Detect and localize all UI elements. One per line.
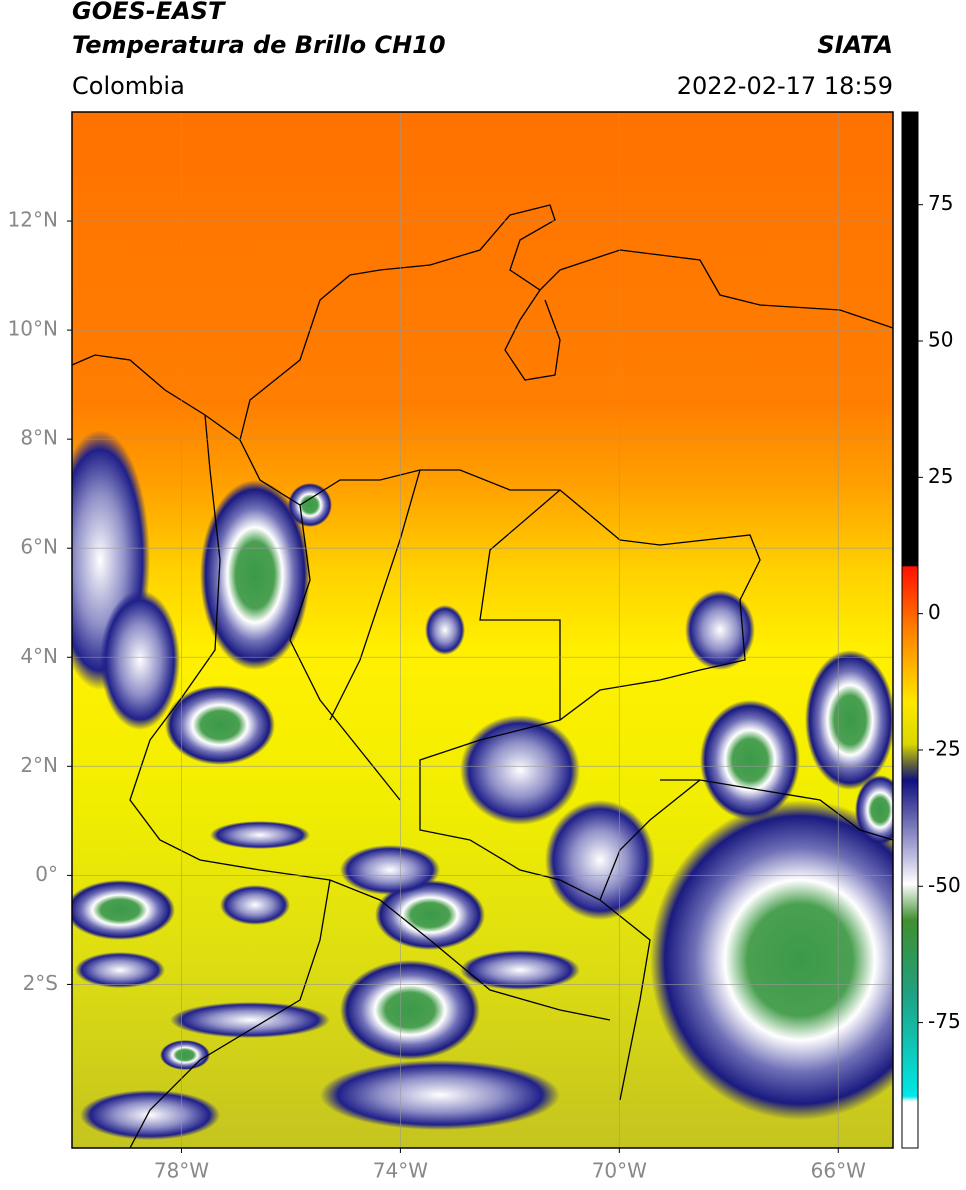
colorbar-label: 50 <box>928 328 953 352</box>
y-tick-label: 10°N <box>8 317 58 341</box>
source: SIATA <box>817 31 893 59</box>
y-tick-label: 0° <box>35 862 58 886</box>
region: Colombia <box>72 72 185 100</box>
x-tick-label: 78°W <box>154 1159 209 1183</box>
satellite-image <box>72 112 893 1148</box>
y-tick-label: 6°N <box>20 535 58 559</box>
grid <box>72 112 893 1148</box>
y-tick-label: 8°N <box>20 426 58 450</box>
map-frame <box>71 111 894 1149</box>
colorbar <box>901 111 919 1149</box>
clouds <box>72 430 893 1140</box>
colorbar-label: 75 <box>928 191 953 215</box>
x-tick-label: 74°W <box>373 1159 428 1183</box>
y-tick-label: 2°S <box>23 971 58 995</box>
borders <box>72 204 893 1148</box>
colorbar-label: 25 <box>928 464 953 488</box>
colorbar-label: -25 <box>928 736 961 760</box>
satellite: GOES-EAST <box>72 0 226 25</box>
y-tick-label: 2°N <box>20 753 58 777</box>
colorbar-label: -50 <box>928 873 961 897</box>
product: Temperatura de Brillo CH10 <box>72 31 446 59</box>
colorbar-label: 0 <box>928 600 941 624</box>
x-tick-label: 70°W <box>592 1159 647 1183</box>
y-tick-label: 12°N <box>8 208 58 232</box>
datetime: 2022-02-17 18:59 <box>677 72 893 100</box>
colorbar-label: -75 <box>928 1009 961 1033</box>
y-tick-label: 4°N <box>20 644 58 668</box>
x-tick-label: 66°W <box>811 1159 866 1183</box>
